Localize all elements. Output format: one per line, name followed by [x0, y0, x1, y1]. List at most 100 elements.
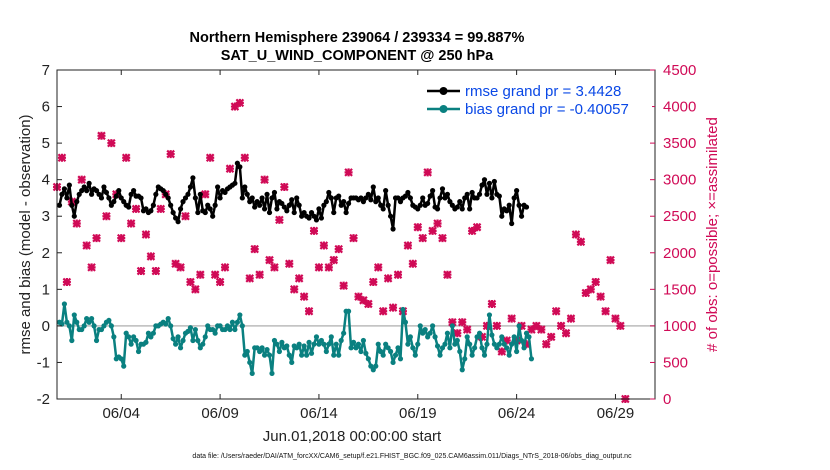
- y-axis-left: -2 -1 0 1 2 3 4 5 6 7: [37, 62, 62, 408]
- y-tick-label: -2: [37, 391, 50, 408]
- bias-point: [341, 330, 347, 336]
- bias-point: [187, 325, 194, 331]
- obs-marker-plus: [542, 340, 551, 349]
- bias-point: [486, 312, 493, 318]
- rmse-point: [286, 202, 292, 208]
- bias-point: [81, 323, 87, 329]
- rmse-point: [185, 191, 191, 197]
- bias-point: [165, 315, 171, 322]
- obs-marker: [556, 321, 566, 331]
- obs-marker: [294, 274, 304, 283]
- obs-marker: [107, 138, 116, 148]
- bias-point: [200, 341, 206, 347]
- bias-point: [269, 370, 275, 377]
- obs-marker-plus: [146, 252, 155, 261]
- obs-marker: [596, 292, 605, 301]
- bias-point: [71, 312, 77, 318]
- rmse-point: [442, 195, 448, 201]
- obs-marker: [151, 266, 161, 276]
- x-tick-label: 06/24: [498, 405, 536, 422]
- rmse-point: [126, 204, 132, 210]
- rmse-point: [447, 199, 453, 205]
- bias-point: [395, 345, 401, 351]
- obs-marker: [616, 321, 625, 331]
- bias-point: [229, 319, 236, 325]
- rmse-point: [318, 215, 325, 221]
- legend: rmse grand pr = 3.4428 bias grand pr = -…: [420, 76, 652, 122]
- obs-marker: [265, 255, 274, 265]
- bias-point: [442, 341, 448, 347]
- obs-marker-plus: [606, 256, 615, 265]
- x-tick-label: 06/19: [399, 405, 437, 422]
- obs-marker: [270, 263, 279, 272]
- x-axis: 06/04 06/09 06/14 06/19 06/24 06/29: [102, 70, 634, 422]
- legend-rmse-label: rmse grand pr = 3.4428: [465, 83, 621, 100]
- bias-point: [469, 352, 475, 358]
- bias-point: [504, 345, 510, 351]
- obs-marker-plus: [77, 175, 86, 184]
- rmse-point: [108, 202, 114, 208]
- rmse-point: [439, 186, 446, 192]
- obs-marker: [210, 270, 220, 279]
- obs-marker-plus: [339, 281, 348, 290]
- obs-marker: [551, 306, 561, 316]
- rmse-point: [207, 206, 213, 212]
- rmse-point: [326, 189, 332, 196]
- obs-marker: [492, 321, 502, 331]
- bias-point: [289, 359, 295, 366]
- rmse-point: [289, 197, 295, 203]
- rmse-point: [308, 209, 315, 216]
- obs-marker: [57, 153, 67, 163]
- bias-point: [175, 334, 181, 340]
- bias-point: [457, 348, 463, 355]
- obs-marker-plus: [211, 270, 220, 279]
- obs-marker-plus: [552, 307, 561, 316]
- rmse-point: [232, 180, 238, 186]
- y-tick-label: 3: [42, 208, 50, 225]
- obs-marker-plus: [285, 259, 294, 268]
- bias-point: [459, 367, 465, 373]
- legend-box: [420, 76, 652, 122]
- obs-marker-plus: [107, 139, 116, 148]
- obs-marker-plus: [260, 175, 269, 184]
- obs-marker: [413, 222, 423, 232]
- bias-point: [133, 337, 139, 344]
- rmse-point: [491, 178, 497, 185]
- bias-point: [365, 356, 371, 362]
- bias-point: [202, 334, 208, 340]
- bias-point: [192, 326, 198, 333]
- obs-marker: [62, 277, 72, 287]
- bias-point: [88, 315, 95, 322]
- bias-point: [422, 326, 428, 333]
- rmse-point: [299, 213, 305, 219]
- rmse-point: [150, 202, 156, 208]
- bias-point: [491, 341, 497, 347]
- rmse-point: [187, 184, 194, 190]
- bias-point: [407, 334, 413, 340]
- obs-marker-plus: [265, 256, 274, 265]
- bias-point: [264, 347, 270, 353]
- rmse-point: [425, 200, 431, 207]
- bias-point: [279, 339, 285, 345]
- bias-point: [84, 315, 90, 322]
- rmse-point: [504, 208, 510, 214]
- obs-marker: [418, 233, 427, 243]
- obs-marker: [87, 263, 96, 272]
- bias-point: [239, 323, 245, 329]
- rmse-point: [249, 195, 255, 201]
- obs-marker: [240, 153, 250, 163]
- bias-point: [217, 323, 223, 329]
- bias-point: [437, 352, 443, 358]
- bias-point: [79, 326, 85, 333]
- rmse-point: [195, 209, 201, 216]
- obs-marker: [383, 274, 393, 283]
- obs-marker-plus: [566, 314, 575, 323]
- rmse-point: [143, 206, 149, 212]
- obs-marker-plus: [329, 256, 338, 265]
- obs-marker-plus: [379, 307, 388, 316]
- obs-marker: [457, 317, 467, 327]
- bias-point: [321, 341, 327, 347]
- footnote: data file: /Users/raeder/DAI/ATM_forcXX/…: [192, 453, 632, 460]
- bias-point: [348, 345, 354, 351]
- y2-tick-label: 4000: [663, 99, 696, 116]
